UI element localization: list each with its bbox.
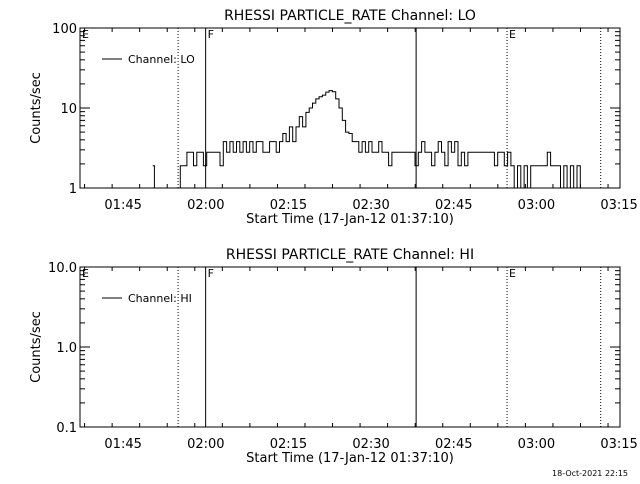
y-tick-label: 1 <box>69 182 77 197</box>
chart-title: RHESSI PARTICLE_RATE Channel: LO <box>224 8 476 24</box>
x-tick-label: 02:00 <box>187 198 224 213</box>
x-tick-label: 03:15 <box>600 198 637 213</box>
chart-title: RHESSI PARTICLE_RATE Channel: HI <box>226 247 474 263</box>
x-tick-label: 02:15 <box>270 437 307 452</box>
y-axis-label: Counts/sec <box>29 311 44 383</box>
series-line <box>152 90 581 189</box>
y-axis-label: Counts/sec <box>29 72 44 144</box>
hi-channel-panel: RHESSI PARTICLE_RATE Channel: HI 0.1 1.0 10… <box>29 247 638 466</box>
x-tick-label: 02:00 <box>187 437 224 452</box>
x-axis-label: Start Time (17-Jan-12 01:37:10) <box>246 451 454 466</box>
x-axis-label: Start Time (17-Jan-12 01:37:10) <box>246 212 454 227</box>
legend-label: Channel: HI <box>128 292 192 305</box>
x-tick-label: 03:00 <box>518 437 555 452</box>
x-tick-label: 02:30 <box>352 437 389 452</box>
y-tick-label: 10.0 <box>48 261 77 276</box>
x-tick-label: 02:45 <box>435 198 472 213</box>
plot-frame <box>79 266 621 428</box>
x-tick-label: 01:45 <box>104 198 141 213</box>
marker-label: F <box>208 28 214 41</box>
plot-frame <box>79 27 621 189</box>
marker-label: F <box>208 267 214 280</box>
x-tick-label: 02:15 <box>270 198 307 213</box>
y-tick-label: 0.1 <box>56 421 77 436</box>
y-tick-label: 100 <box>52 22 77 37</box>
marker-label: E <box>509 267 516 280</box>
marker-label: E <box>82 28 89 41</box>
x-tick-label: 02:30 <box>352 198 389 213</box>
footer-timestamp: 18-Oct-2021 22:15 <box>552 469 628 478</box>
x-tick-label: 02:45 <box>435 437 472 452</box>
x-tick-label: 03:15 <box>600 437 637 452</box>
x-tick-label: 03:00 <box>518 198 555 213</box>
marker-label: E <box>509 28 516 41</box>
legend-label: Channel: LO <box>128 53 195 66</box>
y-tick-label: 1.0 <box>56 341 77 356</box>
x-tick-label: 01:45 <box>104 437 141 452</box>
marker-label: E <box>82 267 89 280</box>
lo-channel-panel: RHESSI PARTICLE_RATE Channel: LO 1 10 100 01… <box>29 8 638 227</box>
y-tick-label: 10 <box>60 102 77 117</box>
